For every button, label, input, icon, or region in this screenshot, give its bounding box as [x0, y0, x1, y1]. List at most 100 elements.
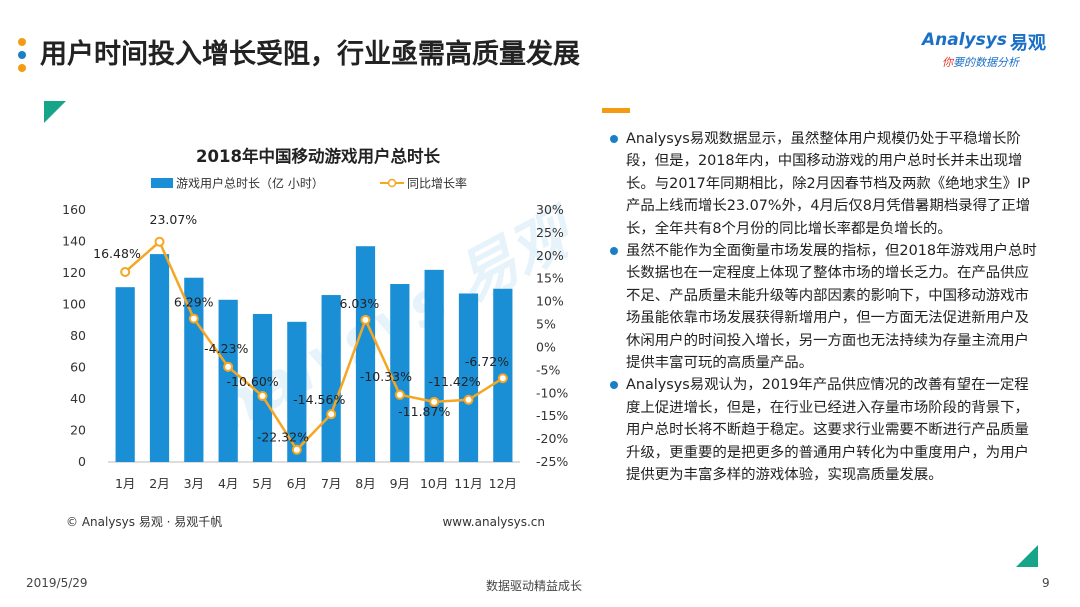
chart-source-right: www.analysys.cn — [442, 515, 545, 529]
data-label: 16.48% — [93, 246, 141, 261]
chart-legend: 游戏用户总时长（亿 小时） 同比增长率 — [151, 176, 467, 191]
growth-point — [291, 444, 302, 455]
footer-date: 2019/5/29 — [26, 576, 88, 590]
x-tick-label: 8月 — [355, 476, 375, 491]
bar — [321, 295, 341, 462]
y2-tick-label: 20% — [536, 248, 564, 263]
orange-dot-icon — [18, 64, 26, 72]
orange-dot-icon — [18, 38, 26, 46]
corner-triangle-icon — [1016, 545, 1038, 567]
data-label: -11.42% — [429, 374, 481, 389]
x-tick-label: 5月 — [252, 476, 272, 491]
page-title: 用户时间投入增长受阻，行业亟需高质量发展 — [40, 39, 580, 70]
growth-point — [326, 409, 337, 420]
growth-point — [394, 389, 405, 400]
growth-line-series: 16.48% 23.07% 6.29% -4.23% -10.60% -22.32% -14… — [93, 212, 509, 455]
bar — [424, 269, 444, 462]
logo-text-en: Analysys — [922, 30, 1007, 50]
growth-point — [154, 236, 165, 247]
logo-tagline-red: 你 — [942, 56, 953, 69]
data-label: 6.03% — [340, 296, 380, 311]
bar — [218, 299, 238, 462]
legend-line-label: 同比增长率 — [407, 176, 467, 191]
bullet-text: Analysys易观认为，2019年产品供应情况的改善有望在一定程度上促进增长，… — [626, 377, 1029, 484]
bar-series — [115, 246, 513, 462]
left-axis: 0 20 40 60 80 100 120 140 160 — [62, 202, 86, 469]
y-tick-label: 20 — [70, 423, 86, 438]
y2-tick-label: 25% — [536, 225, 564, 240]
growth-point — [429, 396, 440, 407]
growth-point — [497, 373, 508, 384]
x-tick-label: 4月 — [218, 476, 238, 491]
chart-source-left: © Analysys 易观 · 易观千帆 — [66, 514, 222, 529]
bullet-paragraph: Analysys易观数据显示，虽然整体用户规模仍处于平稳增长阶段，但是，2018… — [610, 128, 1042, 240]
data-label: -10.33% — [360, 369, 412, 384]
y2-tick-label: 15% — [536, 271, 564, 286]
y-tick-label: 0 — [78, 454, 86, 469]
analysis-text: Analysys易观数据显示，虽然整体用户规模仍处于平稳增长阶段，但是，2018… — [610, 128, 1042, 487]
data-label: -4.23% — [204, 341, 248, 356]
x-tick-label: 10月 — [420, 476, 448, 491]
y-tick-label: 120 — [62, 265, 86, 280]
bullet-dot-icon — [610, 135, 618, 143]
data-label: -10.60% — [227, 374, 279, 389]
title-dots-icon — [18, 38, 28, 72]
y-tick-label: 140 — [62, 234, 86, 249]
logo-text-cn: 易观 — [1010, 33, 1046, 54]
growth-point — [188, 313, 199, 324]
x-tick-label: 1月 — [115, 476, 135, 491]
bullet-text: 虽然不能作为全面衡量市场发展的指标，但2018年游戏用户总时长数据也在一定程度上… — [626, 243, 1037, 372]
x-tick-label: 11月 — [454, 476, 482, 491]
data-label: -6.72% — [465, 354, 509, 369]
corner-triangle-icon — [44, 101, 66, 123]
y-tick-label: 60 — [70, 360, 86, 375]
y-tick-label: 80 — [70, 328, 86, 343]
y2-tick-label: -25% — [536, 454, 568, 469]
y2-tick-label: 0% — [536, 339, 556, 354]
x-tick-label: 12月 — [489, 476, 517, 491]
legend-line-marker — [387, 178, 397, 188]
bar — [390, 284, 410, 462]
bar — [252, 313, 273, 462]
y2-tick-label: -15% — [536, 408, 568, 423]
bar — [149, 254, 170, 462]
growth-point — [257, 391, 268, 402]
bullet-paragraph: 虽然不能作为全面衡量市场发展的指标，但2018年游戏用户总时长数据也在一定程度上… — [610, 240, 1042, 374]
y2-tick-label: 5% — [536, 317, 556, 332]
y2-tick-label: -10% — [536, 385, 568, 400]
legend-bar-label: 游戏用户总时长（亿 小时） — [176, 176, 324, 191]
growth-point — [120, 266, 131, 277]
y-tick-label: 100 — [62, 297, 86, 312]
bullet-dot-icon — [610, 247, 618, 256]
x-tick-label: 3月 — [184, 476, 204, 491]
data-label: 23.07% — [150, 212, 198, 227]
x-axis: 1月 2月 3月 4月 5月 6月 7月 8月 9月 10月 11月 12月 — [115, 476, 517, 491]
accent-bar — [602, 108, 630, 113]
right-axis: 30% 25% 20% 15% 10% 5% 0% -5% -10% -15% -20% -25% — [536, 202, 568, 469]
y-tick-label: 40 — [70, 391, 86, 406]
x-tick-label: 2月 — [149, 476, 169, 491]
growth-point — [463, 394, 474, 405]
page-number: 9 — [1042, 576, 1050, 590]
bar — [458, 293, 479, 462]
legend-bar-swatch — [151, 178, 173, 188]
bullet-dot-icon — [610, 381, 618, 390]
analysys-logo: Analysys 易观 你要的数据分析 — [922, 30, 1062, 74]
x-tick-label: 7月 — [321, 476, 341, 491]
blue-dot-icon — [18, 51, 26, 59]
footer-slogan: 数据驱动精益成长 — [486, 579, 583, 593]
data-label: -14.56% — [293, 392, 345, 407]
logo-tagline-rest: 要的数据分析 — [953, 56, 1019, 69]
y2-tick-label: -5% — [536, 362, 560, 377]
bar — [355, 246, 376, 462]
growth-line — [124, 239, 504, 452]
bullet-paragraph: Analysys易观认为，2019年产品供应情况的改善有望在一定程度上促进增长，… — [610, 374, 1042, 486]
bar — [115, 287, 135, 462]
data-label: -22.32% — [257, 430, 309, 445]
y2-tick-label: -20% — [536, 431, 568, 446]
x-tick-label: 6月 — [287, 476, 307, 491]
chart: 2018年中国移动游戏用户总时长 游戏用户总时长（亿 小时） 同比增长率 nal… — [62, 146, 568, 529]
growth-point — [223, 361, 234, 372]
growth-point — [360, 314, 371, 325]
data-label: 6.29% — [174, 295, 214, 310]
